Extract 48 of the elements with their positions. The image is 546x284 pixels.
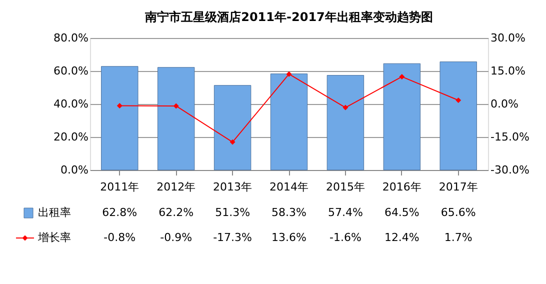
bar [101, 66, 138, 170]
x-tick-label: 2013年 [213, 180, 252, 194]
point [399, 74, 405, 80]
data-label: 62.8% [102, 206, 138, 219]
x-tick-label: 2011年 [100, 180, 140, 194]
bar [383, 63, 421, 170]
point [173, 103, 179, 109]
point [286, 71, 292, 77]
data-label: 57.4% [328, 206, 363, 219]
bar [326, 75, 364, 170]
y-tick-label: 80.0% [54, 32, 88, 44]
x-tick-label: 2012年 [156, 180, 196, 194]
y-tick-label: 20.0% [54, 130, 88, 144]
point [456, 98, 462, 103]
y-tick-label: 0.0% [60, 164, 88, 176]
data-label: -0.9% [160, 231, 192, 244]
data-label: 1.7% [444, 231, 472, 244]
x-tick-label: 2014年 [270, 180, 308, 194]
y2-tick-label: 30.0% [490, 32, 526, 44]
y-tick-label: 40.0% [54, 98, 88, 110]
data-label: 65.6% [440, 206, 476, 219]
bar [440, 62, 477, 170]
bar [270, 74, 308, 170]
chart-title: 南宁市五星级酒店2011年-2017年出租率变动趋势图 [144, 10, 433, 24]
data-label: 64.5% [384, 206, 420, 219]
point [116, 103, 122, 108]
bar [157, 67, 195, 170]
data-label: -0.8% [104, 231, 136, 244]
data-label: 62.2% [158, 206, 194, 219]
x-tick-label: 2015年 [326, 180, 365, 194]
point [230, 139, 236, 145]
point [342, 104, 348, 110]
legend-label: 增长率 [37, 231, 71, 244]
y2-tick-label: -30.0% [490, 164, 530, 176]
data-label: 51.3% [215, 206, 250, 219]
data-label: -1.6% [329, 231, 362, 244]
y-tick-label: 60.0% [54, 64, 88, 78]
data-label: -17.3% [213, 231, 252, 244]
x-tick-label: 2016年 [382, 180, 422, 194]
y2-tick-label: 0.0% [490, 98, 518, 110]
bar [214, 85, 252, 170]
data-label: 13.6% [272, 231, 306, 244]
data-label: 58.3% [272, 206, 306, 219]
data-label: 12.4% [384, 231, 420, 244]
x-tick-label: 2017年 [438, 180, 478, 194]
y2-tick-label: 15.0% [490, 64, 526, 78]
y2-tick-label: -15.0% [490, 130, 530, 144]
legend-label: 出租率 [38, 206, 71, 219]
